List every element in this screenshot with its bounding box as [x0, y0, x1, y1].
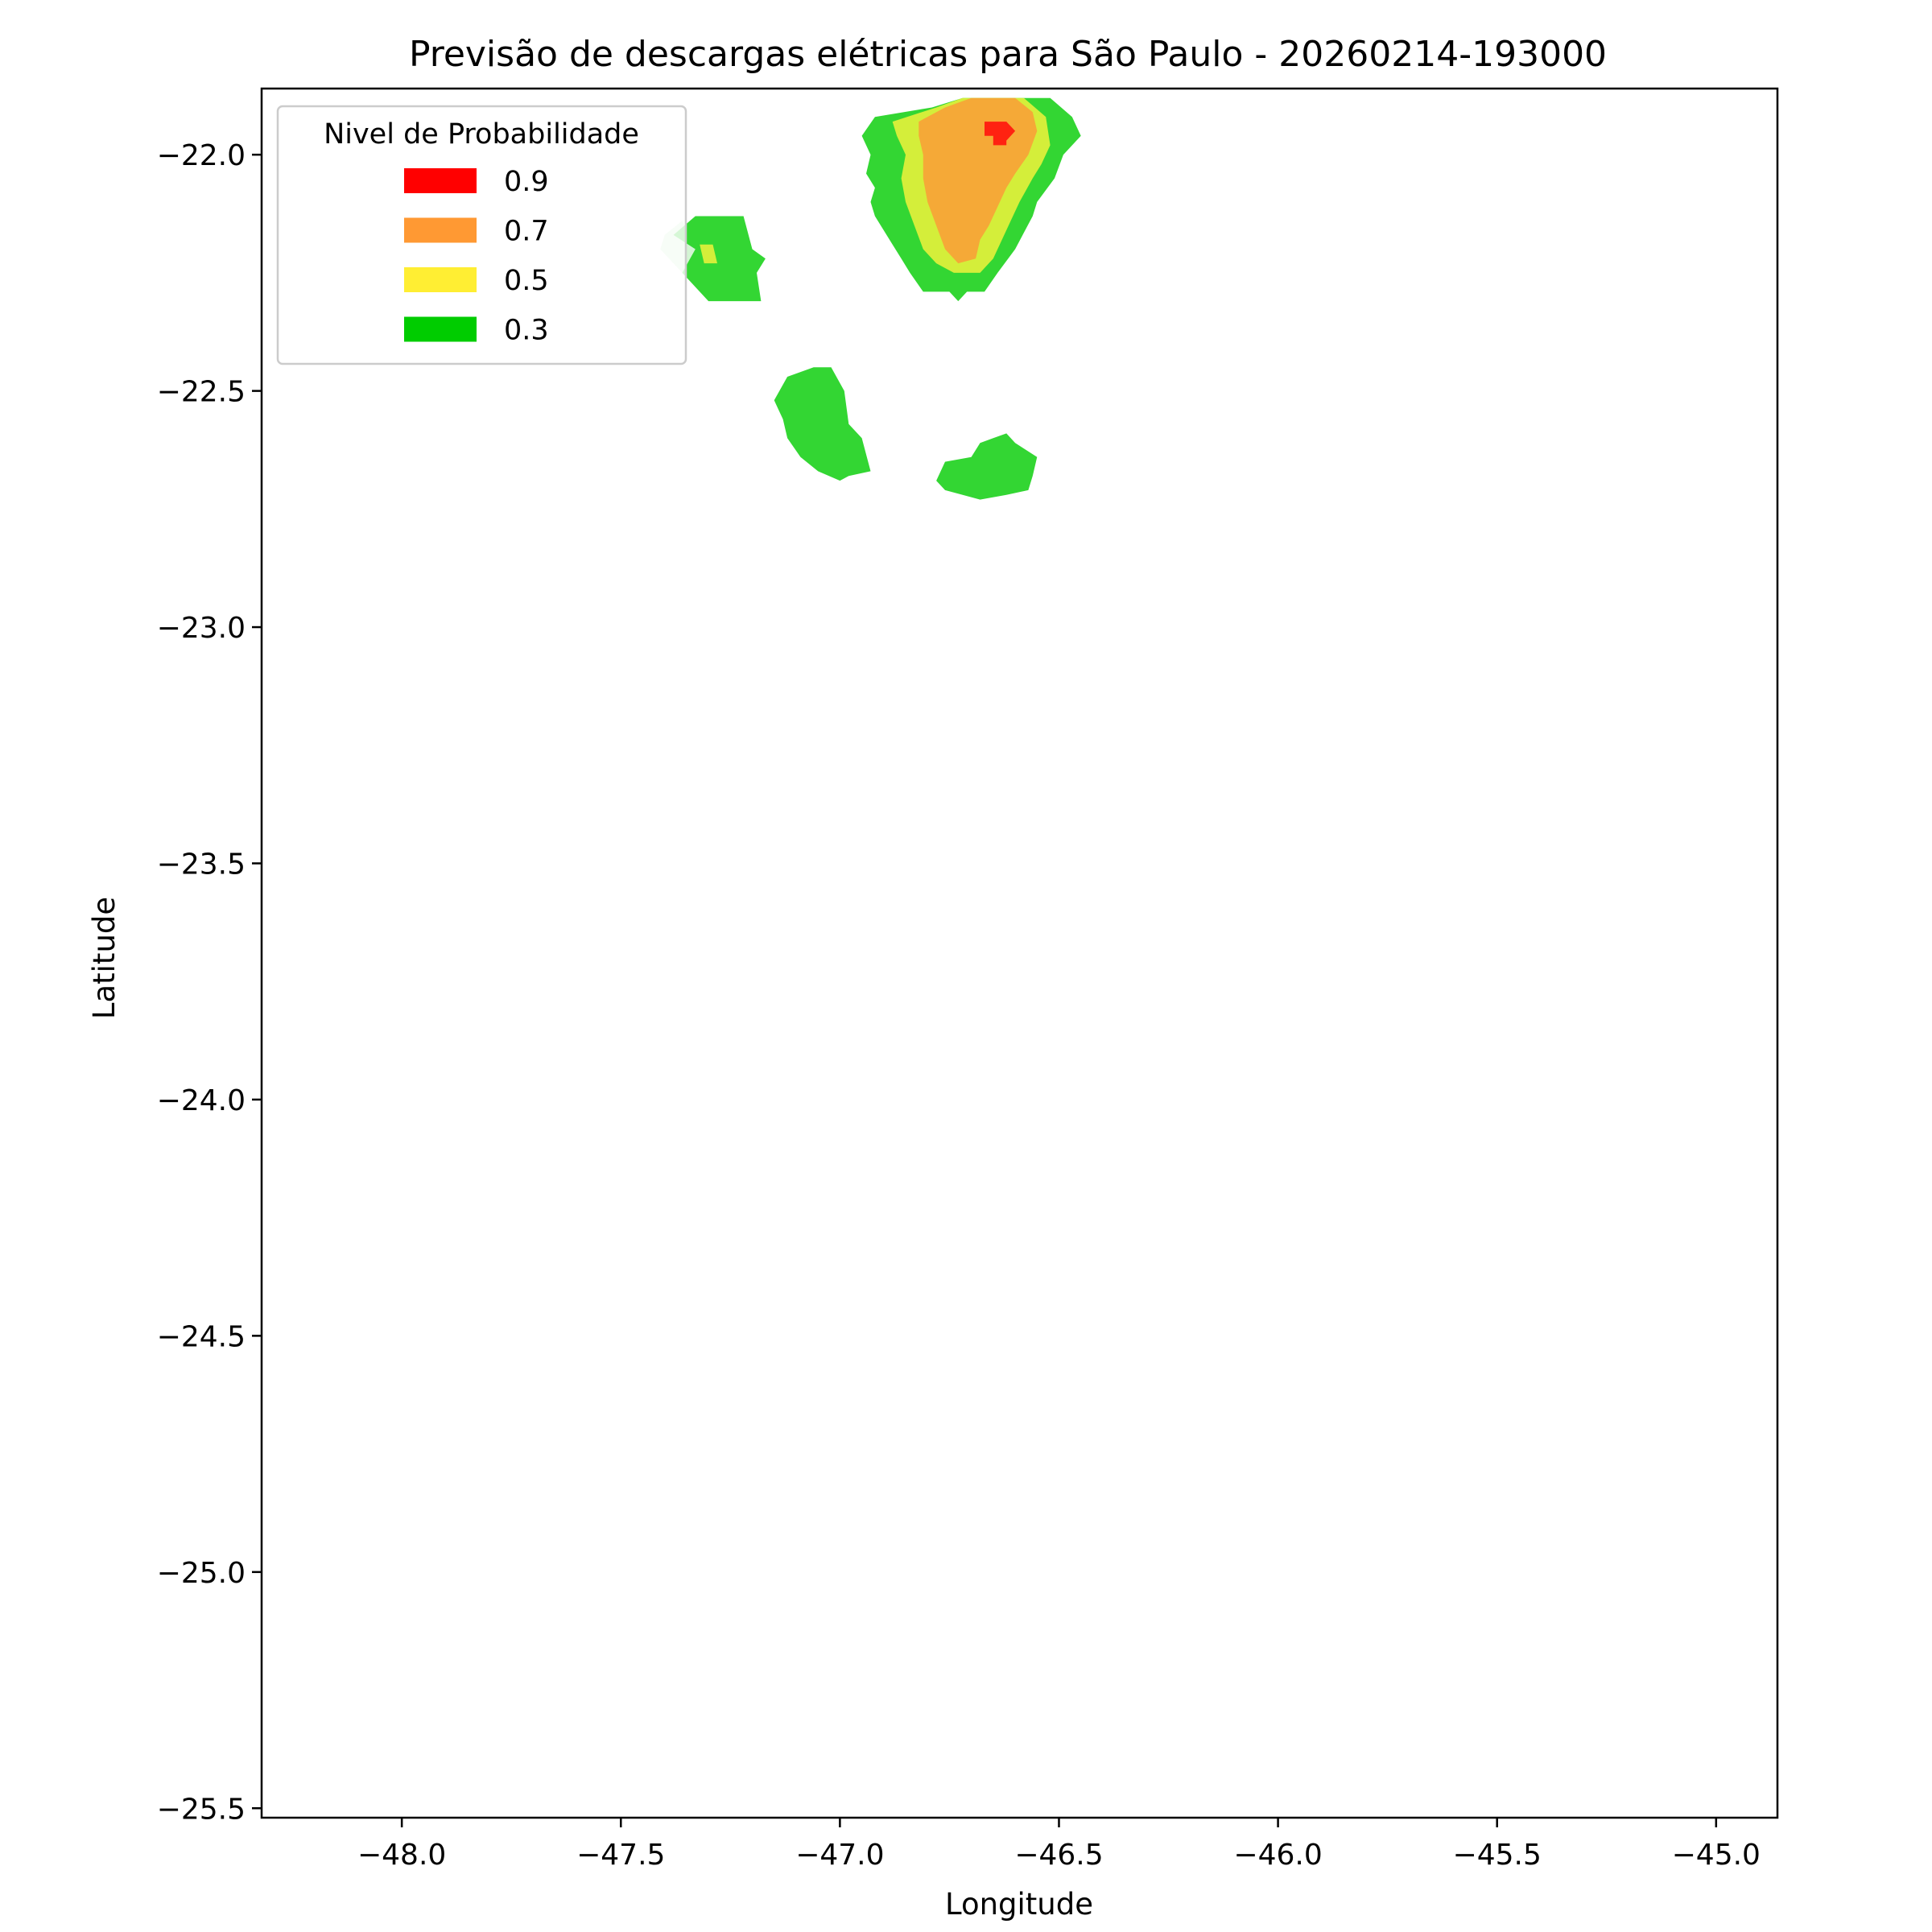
- x-tick-label-5: −45.5: [1453, 1839, 1542, 1872]
- contour-region-8: [936, 433, 1038, 500]
- x-tick-label-1: −47.5: [576, 1839, 665, 1872]
- y-tick-label-3: −23.5: [157, 848, 246, 881]
- y-tick-label-2: −23.0: [157, 612, 246, 645]
- y-tick-label-6: −25.0: [157, 1557, 246, 1590]
- x-tick-label-2: −47.0: [795, 1839, 884, 1872]
- contour-regions: [660, 97, 1081, 500]
- x-tick-label-4: −46.0: [1233, 1839, 1322, 1872]
- legend-swatch-0: [404, 168, 477, 193]
- x-tick-label-0: −48.0: [357, 1839, 446, 1872]
- x-axis-ticks: −48.0 −47.5 −47.0 −46.5 −46.0 −45.5 −45.0: [357, 1818, 1761, 1872]
- legend-swatch-1: [404, 217, 477, 243]
- legend-label-3: 0.3: [504, 315, 549, 347]
- y-tick-label-1: −22.5: [157, 376, 246, 409]
- legend-label-1: 0.7: [504, 216, 549, 248]
- y-tick-label-7: −25.5: [157, 1793, 246, 1826]
- legend-label-2: 0.5: [504, 265, 549, 297]
- contour-region-1: [673, 216, 766, 302]
- y-tick-label-5: −24.5: [157, 1320, 246, 1353]
- legend-swatch-2: [404, 267, 477, 292]
- y-tick-label-4: −24.0: [157, 1084, 246, 1117]
- legend-box: [276, 105, 687, 365]
- contour-region-6: [985, 122, 1016, 146]
- contour-region-2: [700, 244, 717, 264]
- y-axis-ticks: −22.0 −22.5 −23.0 −23.5 −24.0 −24.5 −25.0 −25.5: [157, 139, 262, 1826]
- x-tick-label-6: −45.0: [1672, 1839, 1761, 1872]
- x-tick-label-3: −46.5: [1014, 1839, 1103, 1872]
- chart-title: Previsão de descargas elétricas para São…: [409, 34, 1607, 75]
- legend-title: Nivel de Probabilidade: [324, 118, 639, 151]
- legend-label-0: 0.9: [504, 166, 549, 198]
- contour-region-7: [774, 367, 871, 481]
- plot-frame: [260, 87, 1779, 1819]
- x-axis-label: Longitude: [945, 1887, 1093, 1922]
- y-axis-label: Latitude: [87, 897, 122, 1019]
- legend: Nivel de Probabilidade 0.9 0.7 0.5 0.3: [276, 105, 687, 365]
- legend-swatch-3: [404, 316, 477, 342]
- y-tick-label-0: −22.0: [157, 139, 246, 172]
